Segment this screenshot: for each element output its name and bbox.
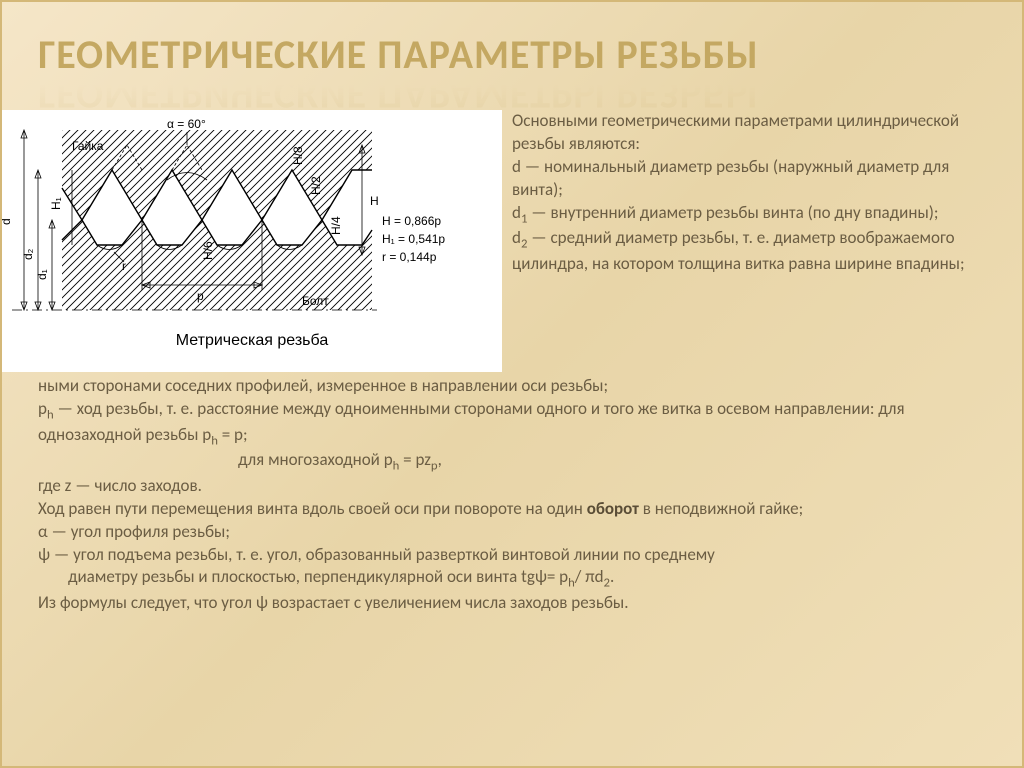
ph-def: ph — ход резьбы, т. е. расстояние между …	[38, 398, 986, 449]
dim-d2: d₂	[21, 248, 35, 260]
dim-d1: d₁	[35, 269, 49, 280]
psi-def-2: диаметру резьбы и плоскостью, перпендику…	[38, 566, 986, 592]
diagram-container: α = 60° Гайка Болт H = 0,866p H₁ = 0,541…	[2, 110, 502, 372]
content-area: α = 60° Гайка Болт H = 0,866p H₁ = 0,541…	[2, 110, 1022, 766]
d-def: d — номинальный диаметр резьбы (наружный…	[512, 156, 992, 202]
path-def: Ход равен пути перемещения винта вдоль с…	[38, 498, 986, 521]
p-partial: ными сторонами соседних профилей, измере…	[38, 375, 986, 398]
d1-def: d1 — внутренний диаметр резьбы винта (по…	[512, 202, 992, 228]
slide-title: ГЕОМЕТРИЧЕСКИЕ ПАРАМЕТРЫ РЕЗЬБЫ	[2, 2, 1022, 79]
formula-H1: H₁ = 0,541p	[382, 232, 445, 246]
dim-H4: H/4	[329, 216, 343, 235]
intro-text: Основными геометрическими параметрами ци…	[512, 110, 992, 276]
intro-line: Основными геометрическими параметрами ци…	[512, 110, 992, 156]
dim-H: H	[370, 194, 379, 208]
d2-def: d2 — средний диаметр резьбы, т. е. диаме…	[512, 227, 992, 276]
nut-label: Гайка	[72, 139, 104, 153]
psi-def-1: ψ — угол подъема резьбы, т. е. угол, обр…	[38, 544, 986, 567]
thread-diagram: α = 60° Гайка Болт H = 0,866p H₁ = 0,541…	[2, 110, 502, 372]
dim-H2: H/2	[309, 176, 323, 195]
formula-r: r = 0,144p	[382, 250, 437, 264]
z-def: где z — число заходов.	[38, 475, 986, 498]
multi-def: для многозаходной ph = pzp,	[38, 449, 986, 475]
alpha-def: α — угол профиля резьбы;	[38, 521, 986, 544]
angle-label: α = 60°	[167, 117, 206, 131]
final-line: Из формулы следует, что угол ψ возрастае…	[38, 592, 986, 615]
bolt-label: Болт	[302, 294, 329, 308]
flow-text: ными сторонами соседних профилей, измере…	[38, 375, 986, 615]
dim-H8: H/8	[291, 146, 305, 165]
dim-H6: H/6	[201, 241, 215, 260]
dim-H1: H₁	[49, 197, 63, 210]
dim-d: d	[2, 218, 13, 225]
diagram-caption: Метрическая резьба	[176, 332, 329, 349]
bold-word: оборот	[587, 498, 639, 519]
formula-H: H = 0,866p	[382, 214, 441, 228]
dim-p: p	[197, 289, 204, 303]
